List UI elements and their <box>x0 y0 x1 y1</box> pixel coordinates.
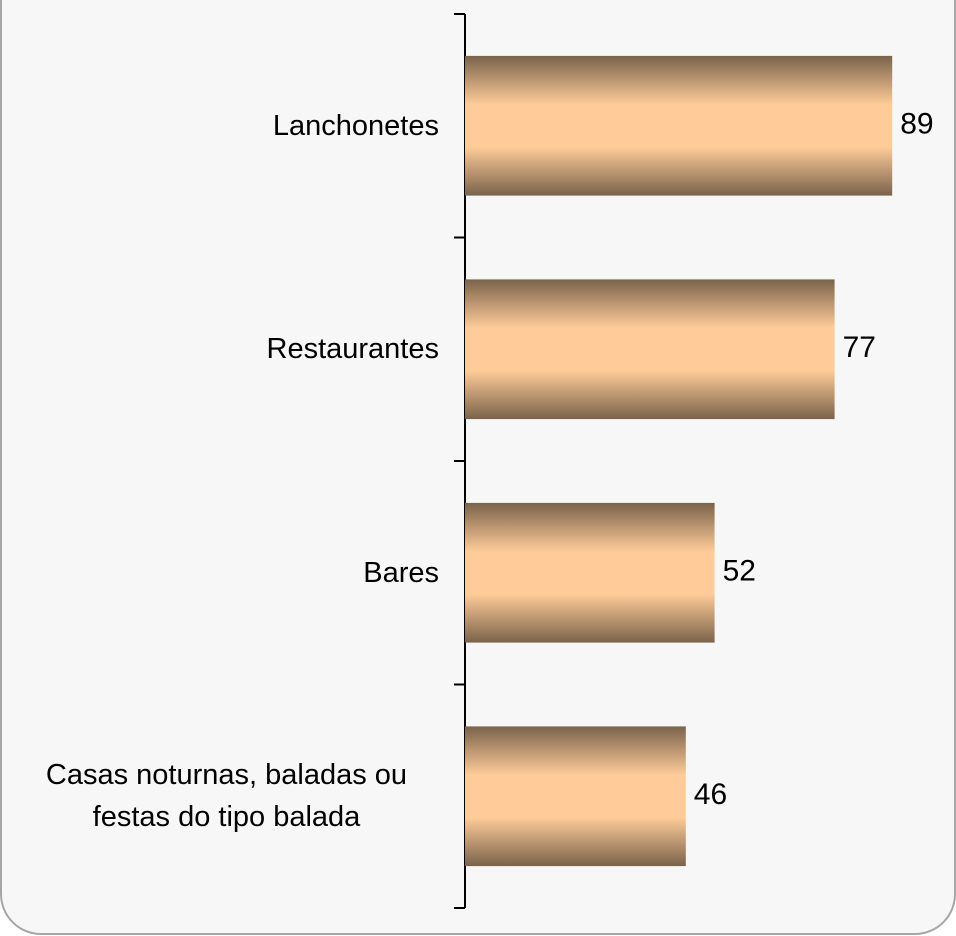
value-label: 52 <box>723 555 756 588</box>
category-label: Restaurantes <box>266 333 440 366</box>
category-label: Bares <box>363 556 439 589</box>
bar <box>465 502 715 643</box>
category-label: Casas noturnas, baladas ou festas do tip… <box>45 759 408 834</box>
value-label: 77 <box>843 331 876 364</box>
category-label: Lanchonetes <box>272 109 439 142</box>
bar <box>465 55 893 196</box>
value-label: 46 <box>694 778 727 811</box>
bar <box>465 726 686 867</box>
bar <box>465 279 835 420</box>
value-label: 89 <box>900 108 933 141</box>
